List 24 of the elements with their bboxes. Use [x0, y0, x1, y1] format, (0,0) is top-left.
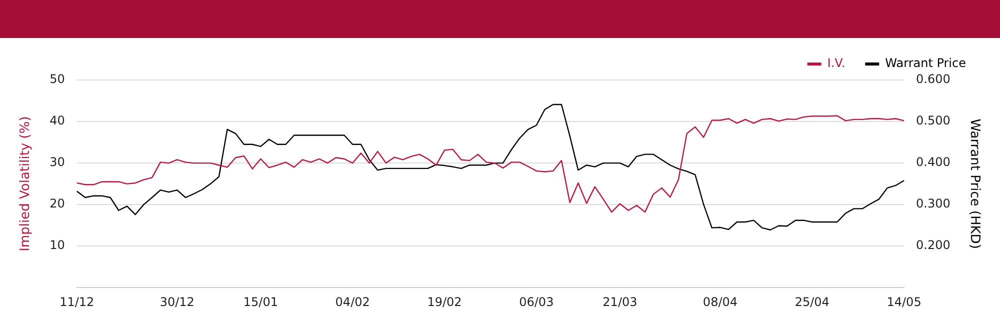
x-tick-label: 30/12 — [160, 294, 194, 309]
x-tick-label: 06/03 — [519, 294, 554, 309]
y2-axis-title: Warrant Price (HKD) — [966, 118, 982, 249]
y-tick-label: 30 — [50, 155, 65, 170]
y-axis-title: Implied Volatility (%) — [18, 116, 34, 252]
y-tick-label: 20 — [50, 196, 65, 211]
x-tick-label: 14/05 — [886, 294, 922, 309]
x-tick-label: 15/01 — [243, 294, 278, 309]
y-tick-label: 10 — [50, 238, 65, 252]
x-tick-label: 19/02 — [427, 294, 462, 309]
x-tick-label: 21/03 — [602, 294, 638, 309]
y2-tick-label: 0.600 — [916, 72, 950, 86]
x-tick-label: 08/04 — [702, 294, 738, 309]
x-tick-label: 25/04 — [794, 294, 830, 309]
x-tick-label: 04/02 — [335, 294, 370, 309]
y2-tick-label: 0.200 — [916, 238, 950, 252]
legend-label: Warrant Price — [885, 56, 966, 70]
x-tick-label: 11/12 — [60, 294, 94, 309]
legend-label: I.V. — [827, 56, 846, 70]
y-tick-label: 50 — [50, 72, 65, 86]
y2-tick-label: 0.300 — [916, 196, 950, 211]
y2-tick-label: 0.400 — [916, 155, 950, 170]
y2-tick-label: 0.500 — [916, 114, 950, 128]
y-tick-label: 40 — [50, 114, 65, 128]
